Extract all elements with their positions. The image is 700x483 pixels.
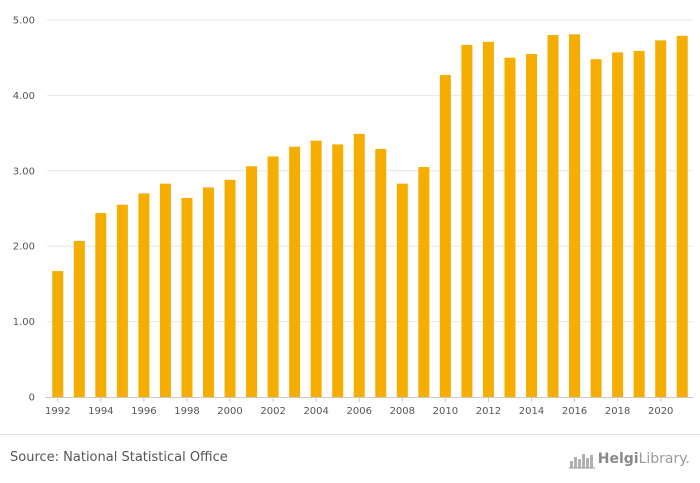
bar-1998[interactable] — [181, 197, 193, 397]
logo-text: Library. — [638, 451, 690, 467]
bar-1992[interactable] — [52, 271, 64, 397]
x-tick-label: 2010 — [433, 406, 458, 417]
helgilibrary-logo-icon — [568, 454, 595, 469]
bar-2000[interactable] — [224, 179, 236, 397]
bar-2014[interactable] — [526, 53, 537, 398]
bar-1994[interactable] — [95, 213, 107, 397]
x-tick-label: 1996 — [131, 406, 156, 417]
bar-2009[interactable] — [418, 167, 430, 397]
x-tick-label: 2000 — [217, 406, 242, 417]
bar-2008[interactable] — [396, 183, 408, 397]
bar-2001[interactable] — [246, 166, 258, 397]
x-tick-label: 2002 — [260, 406, 285, 417]
bar-2021[interactable] — [676, 35, 688, 397]
bar-2002[interactable] — [267, 156, 279, 397]
gridlines — [47, 19, 693, 323]
bar-2010[interactable] — [439, 75, 451, 397]
logo-text-bold: Helgi — [597, 451, 639, 467]
bar-1997[interactable] — [159, 183, 171, 397]
footer-divider — [0, 434, 700, 435]
y-tick-label: 5.00 — [13, 16, 35, 27]
bar-2020[interactable] — [655, 40, 667, 398]
source-note: Source: National Statistical Office — [10, 450, 228, 465]
y-tick-label: 3.00 — [13, 166, 35, 177]
y-tick-label: 0 — [29, 393, 35, 404]
bar-2016[interactable] — [569, 34, 581, 397]
x-tick-label: 1992 — [45, 406, 70, 417]
y-tick-label: 2.00 — [13, 242, 35, 253]
bar-2018[interactable] — [612, 52, 624, 398]
x-tick-label: 2018 — [605, 406, 630, 417]
x-tick-label: 2012 — [476, 406, 501, 417]
bar-2017[interactable] — [590, 59, 602, 398]
bar-2005[interactable] — [332, 144, 344, 397]
bar-1993[interactable] — [73, 240, 85, 397]
y-axis-tick-labels: 0 1.00 2.00 3.00 4.00 5.00 — [13, 16, 35, 404]
bar-2003[interactable] — [289, 146, 301, 397]
x-tick-label: 1994 — [88, 406, 113, 417]
bar-2007[interactable] — [375, 148, 387, 397]
bar-1999[interactable] — [203, 187, 214, 397]
x-tick-label: 2020 — [648, 406, 673, 417]
bar-2012[interactable] — [482, 41, 494, 398]
bar-2006[interactable] — [353, 133, 365, 397]
bar-2011[interactable] — [461, 44, 473, 397]
bar-2004[interactable] — [310, 140, 322, 397]
x-tick-label: 2008 — [390, 406, 415, 417]
bar-2013[interactable] — [504, 57, 516, 397]
y-tick-label: 1.00 — [13, 317, 35, 328]
bar-2015[interactable] — [547, 35, 559, 397]
x-axis-tick-labels: 1992 1994 1996 1998 2000 2002 2004 2006 2008 2010… — [45, 397, 673, 417]
x-tick-label: 2006 — [347, 406, 372, 417]
y-tick-label: 4.00 — [13, 91, 35, 102]
bar-2019[interactable] — [633, 50, 645, 397]
x-tick-label: 1998 — [174, 406, 199, 417]
x-tick-label: 2004 — [303, 406, 328, 417]
x-tick-label: 2016 — [562, 406, 587, 417]
bar-series — [52, 34, 688, 398]
bar-1995[interactable] — [116, 204, 128, 397]
bar-1996[interactable] — [138, 193, 150, 397]
helgilibrary-logo[interactable]: HelgiLibrary. — [568, 448, 690, 470]
x-tick-label: 2014 — [519, 406, 544, 417]
